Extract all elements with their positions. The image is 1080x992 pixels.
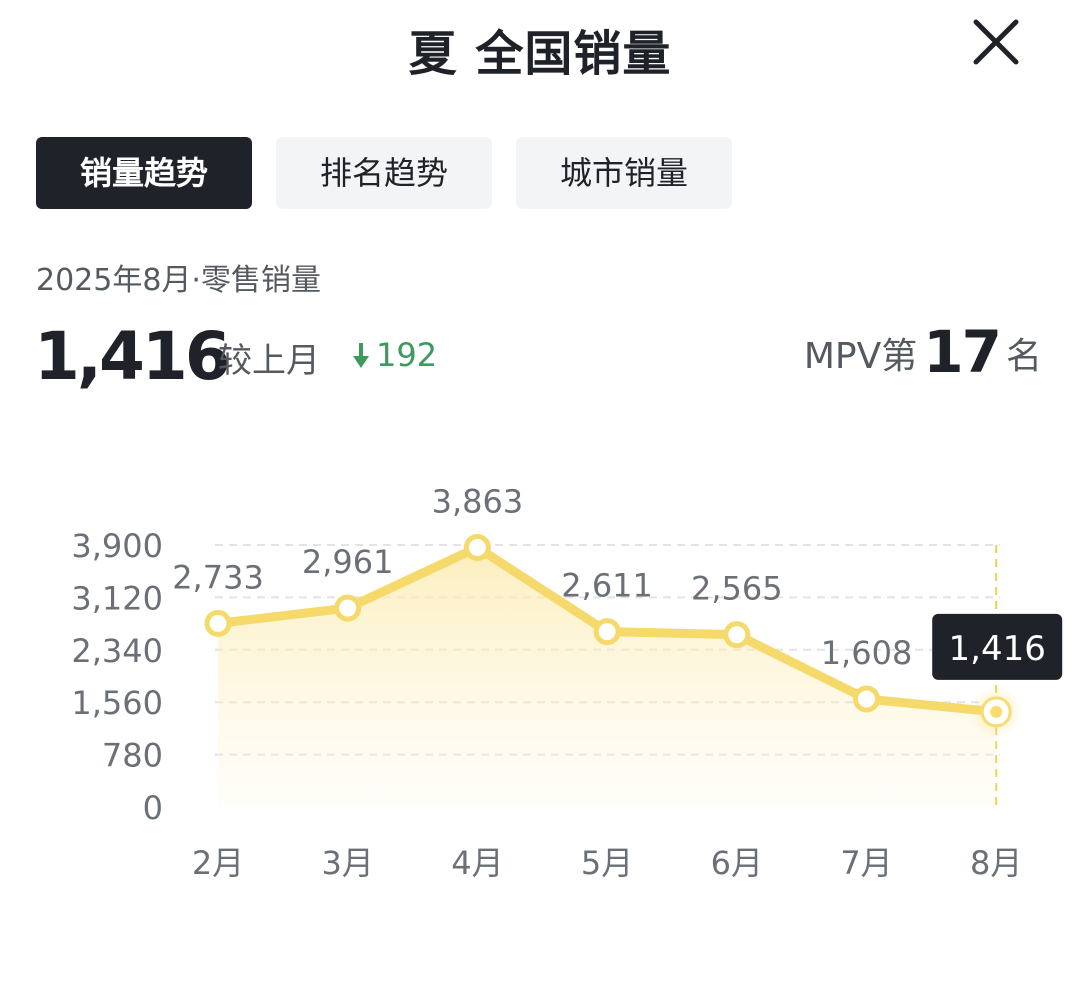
- data-label: 2,565: [691, 570, 783, 608]
- x-tick-label: 2月: [192, 844, 244, 882]
- data-point: [334, 594, 362, 622]
- data-point: [463, 533, 491, 561]
- tab-city-sales[interactable]: 城市销量: [516, 137, 732, 209]
- x-tick-label: 3月: [322, 844, 374, 882]
- data-point: [593, 618, 621, 646]
- data-point: [204, 609, 232, 637]
- delta-value-wrap: 192: [352, 336, 437, 374]
- x-tick-label: 4月: [451, 844, 503, 882]
- rank-suffix: 名: [1005, 336, 1042, 377]
- data-point-dot: [990, 705, 1003, 718]
- chart-svg: 2,733 2,961 3,863 2,611 2,565 1,608 0 780 1,560…: [71, 482, 1063, 882]
- rank-info: MPV第 17 名: [804, 318, 1042, 386]
- x-tick-label: 7月: [840, 844, 892, 882]
- y-tick-label: 3,120: [71, 579, 163, 617]
- close-icon[interactable]: [966, 12, 1026, 72]
- y-tick-label: 1,560: [71, 684, 163, 722]
- x-tick-label: 5月: [581, 844, 633, 882]
- compare-label: 较上月: [218, 341, 320, 381]
- x-tick-label: 8月: [970, 844, 1022, 882]
- data-label: 1,608: [821, 634, 913, 672]
- y-tick-label: 780: [102, 737, 163, 775]
- tooltip-box: [932, 613, 1063, 680]
- sales-trend-chart: 2,733 2,961 3,863 2,611 2,565 1,608 0 780 1,560…: [0, 440, 1080, 900]
- rank-number: 17: [923, 318, 1002, 386]
- delta-value: 192: [376, 336, 438, 374]
- arrow-down-icon: [352, 340, 370, 370]
- y-tick-label: 3,900: [71, 527, 163, 565]
- tooltip-label: 1,416: [949, 629, 1046, 669]
- header: 夏 全国销量: [0, 0, 1080, 92]
- x-tick-label: 6月: [711, 844, 763, 882]
- series-area: [218, 547, 997, 807]
- y-tick-label: 0: [143, 789, 163, 827]
- data-point: [723, 621, 751, 649]
- data-label: 2,733: [172, 558, 264, 596]
- data-label: 3,863: [432, 482, 524, 520]
- sales-value: 1,416: [34, 318, 231, 395]
- data-label: 2,611: [561, 567, 653, 605]
- data-point: [853, 685, 880, 713]
- period-label: 2025年8月·零售销量: [36, 263, 321, 298]
- data-label: 2,961: [302, 543, 394, 581]
- y-tick-label: 2,340: [71, 632, 163, 670]
- tab-sales-trend[interactable]: 销量趋势: [36, 137, 252, 209]
- rank-prefix: MPV第: [803, 336, 918, 377]
- page-title: 夏 全国销量: [408, 26, 672, 82]
- tab-rank-trend[interactable]: 排名趋势: [276, 137, 492, 209]
